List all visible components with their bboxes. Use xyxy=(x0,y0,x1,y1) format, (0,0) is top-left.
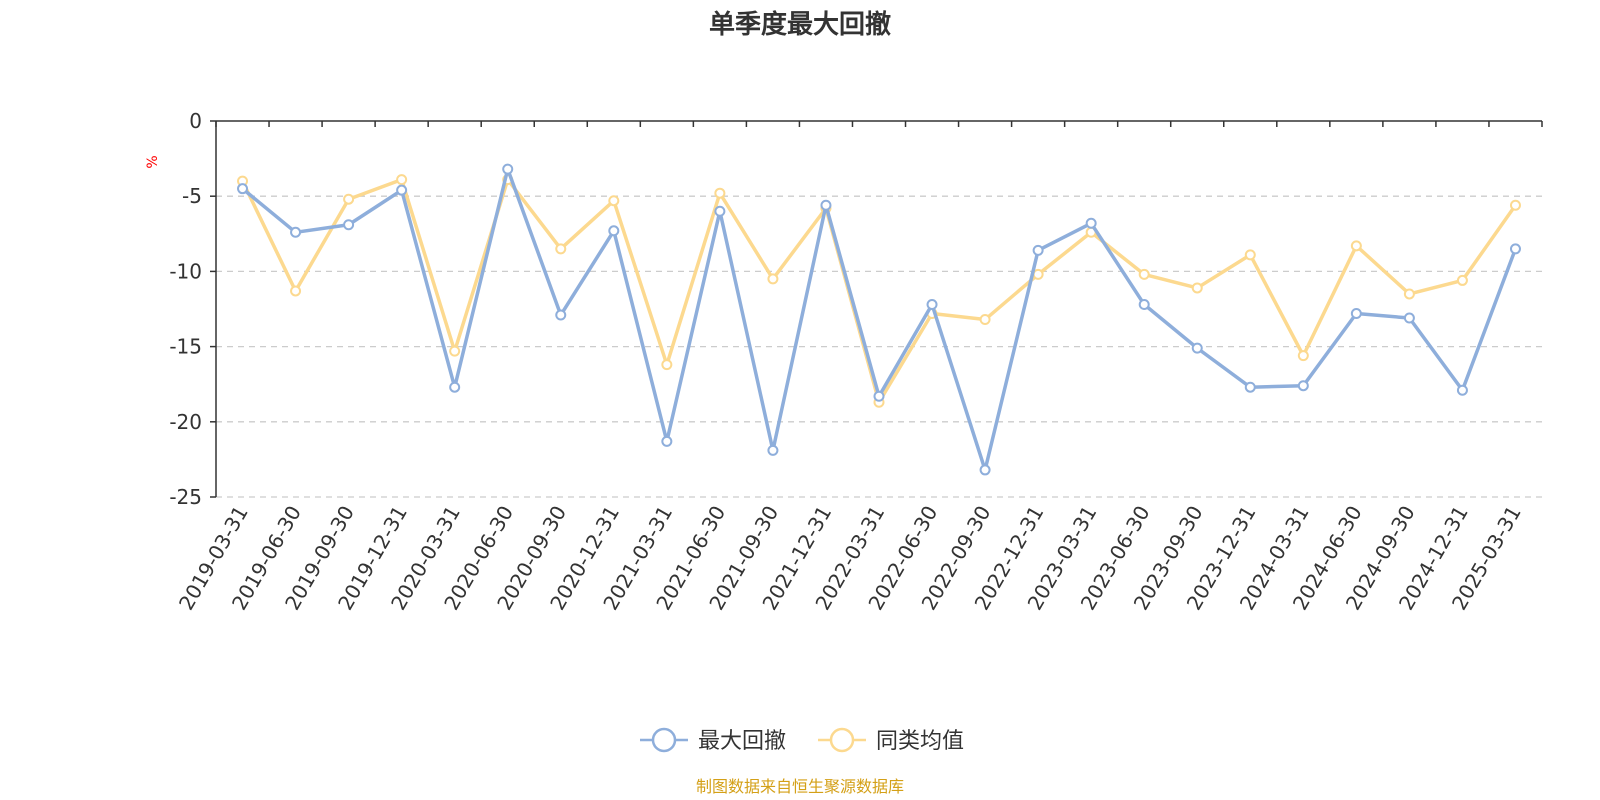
data-point xyxy=(608,195,620,207)
data-point xyxy=(1138,298,1150,310)
data-point xyxy=(979,464,991,476)
y-axis-unit: % xyxy=(145,155,161,168)
data-point xyxy=(1456,384,1468,396)
data-point xyxy=(1244,381,1256,393)
data-point xyxy=(1456,274,1468,286)
data-point xyxy=(767,444,779,456)
data-point xyxy=(449,381,461,393)
data-point xyxy=(396,184,408,196)
data-point xyxy=(608,225,620,237)
data-point xyxy=(1085,217,1097,229)
legend[interactable]: 最大回撤 同类均值 xyxy=(640,727,964,754)
data-point xyxy=(1403,312,1415,324)
data-point xyxy=(714,187,726,199)
legend-label: 同类均值 xyxy=(876,729,964,754)
data-point xyxy=(1032,244,1044,256)
data-point xyxy=(1509,199,1521,211)
data-point xyxy=(661,435,673,447)
data-point xyxy=(1403,288,1415,300)
y-tick-label: -5 xyxy=(182,184,202,208)
data-point xyxy=(1138,268,1150,280)
y-tick-label: -10 xyxy=(169,259,202,283)
data-point xyxy=(1191,282,1203,294)
data-point xyxy=(396,174,408,186)
data-point xyxy=(1350,240,1362,252)
data-source-note: 制图数据来自恒生聚源数据库 xyxy=(696,777,904,796)
chart-title: 单季度最大回撤 xyxy=(709,9,891,40)
legend-item-最大回撤[interactable]: 最大回撤 xyxy=(640,727,786,754)
series-lines xyxy=(237,163,1521,476)
data-point xyxy=(290,226,302,238)
series-line xyxy=(241,167,1518,472)
data-point xyxy=(1244,249,1256,261)
legend-marker-icon xyxy=(651,727,677,753)
data-point xyxy=(661,359,673,371)
data-point xyxy=(502,163,514,175)
y-tick-label: 0 xyxy=(189,109,202,133)
data-point xyxy=(343,193,355,205)
legend-item-同类均值[interactable]: 同类均值 xyxy=(818,727,964,754)
series-line xyxy=(240,177,1517,404)
data-point xyxy=(926,298,938,310)
data-point xyxy=(290,285,302,297)
y-tick-label: -25 xyxy=(169,485,202,509)
data-point xyxy=(237,183,249,195)
legend-label: 最大回撤 xyxy=(698,729,786,754)
y-tick-label: -20 xyxy=(169,410,202,434)
legend-marker-icon xyxy=(829,727,855,753)
axes: 0-5-10-15-20-252019-03-312019-06-302019-… xyxy=(169,109,1543,614)
data-point xyxy=(1297,350,1309,362)
y-tick-label: -15 xyxy=(169,335,202,359)
data-point xyxy=(343,219,355,231)
data-point xyxy=(1350,308,1362,320)
gridlines xyxy=(216,195,1542,498)
data-point xyxy=(714,205,726,217)
data-point xyxy=(979,314,991,326)
data-point xyxy=(873,390,885,402)
data-point xyxy=(449,345,461,357)
data-point xyxy=(767,273,779,285)
data-point xyxy=(820,199,832,211)
data-point xyxy=(1297,380,1309,392)
data-point xyxy=(1191,342,1203,354)
data-point xyxy=(1509,243,1521,255)
data-point xyxy=(1032,268,1044,280)
data-point xyxy=(555,243,567,255)
series-最大回撤 xyxy=(237,163,1521,476)
data-point xyxy=(555,309,567,321)
